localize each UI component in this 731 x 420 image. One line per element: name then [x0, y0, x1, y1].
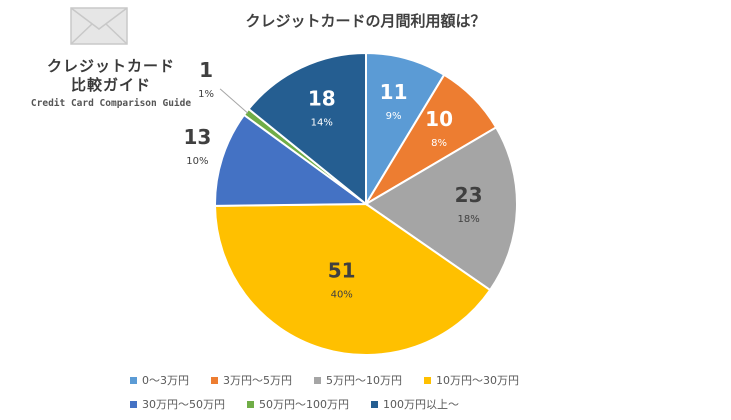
- legend-item-3-5man: 3万円～5万円: [211, 372, 292, 388]
- chart-title: クレジットカードの月間利用額は？: [245, 12, 486, 30]
- pie-slice-10-30man: [213, 202, 492, 356]
- legend-item-100man-plus: 100万円以上～: [371, 396, 459, 412]
- legend-label-5-10man: 5万円～10万円: [326, 374, 402, 387]
- site-logo: クレジットカード 比較ガイド Credit Card Comparison Gu…: [16, 57, 206, 109]
- legend-item-50-100man: 50万円～100万円: [247, 396, 349, 412]
- legend-swatch-3-5man: [211, 376, 218, 384]
- data-label-value-100man-plus: 18: [308, 86, 336, 110]
- legend-swatch-0-3man: [130, 376, 137, 384]
- legend-swatch-10-30man: [424, 376, 431, 384]
- legend-label-30-50man: 30万円～50万円: [142, 398, 225, 411]
- legend-swatch-50-100man: [247, 400, 254, 408]
- mail-logo-icon: [70, 7, 128, 45]
- data-label-value-5-10man: 23: [455, 183, 483, 207]
- data-label-percent-50-100man: 1%: [198, 89, 214, 100]
- data-label-percent-10-30man: 40%: [331, 289, 353, 300]
- legend-label-3-5man: 3万円～5万円: [223, 374, 292, 387]
- pie-chart: 11 9% 10 8% 23 18% 51 40% 13 10% 1 1% 18 14%: [183, 51, 518, 356]
- legend-label-0-3man: 0～3万円: [142, 374, 189, 387]
- data-label-value-0-3man: 11: [380, 80, 408, 104]
- leader-line-50-100man: [219, 88, 249, 114]
- logo-title: クレジットカード: [46, 57, 175, 75]
- data-label-percent-0-3man: 9%: [386, 111, 402, 122]
- data-label-percent-100man-plus: 14%: [311, 117, 333, 128]
- data-label-percent-30-50man: 10%: [186, 156, 208, 167]
- pie-slice-30-50man: [214, 113, 370, 207]
- legend-item-0-3man: 0～3万円: [130, 372, 189, 388]
- data-label-value-10-30man: 51: [328, 258, 356, 282]
- logo-subtitle: 比較ガイド: [70, 76, 151, 94]
- legend-item-5-10man: 5万円～10万円: [314, 372, 402, 388]
- legend-label-10-30man: 10万円～30万円: [436, 374, 519, 387]
- legend-label-100man-plus: 100万円以上～: [383, 398, 459, 411]
- pie-slice-100man-plus: [247, 51, 367, 207]
- legend-swatch-30-50man: [130, 400, 137, 408]
- chart-legend: 0～3万円 3万円～5万円 5万円～10万円 10万円～30万円 30万円～50万円 50…: [130, 372, 600, 420]
- legend-item-30-50man: 30万円～50万円: [130, 396, 225, 412]
- pie-slice-0-3man: [365, 51, 446, 208]
- legend-item-10-30man: 10万円～30万円: [424, 372, 519, 388]
- data-label-percent-5-10man: 18%: [457, 214, 479, 225]
- legend-swatch-5-10man: [314, 376, 321, 384]
- legend-label-50-100man: 50万円～100万円: [259, 398, 349, 411]
- logo-tagline: Credit Card Comparison Guide: [30, 98, 192, 109]
- data-label-value-50-100man: 1: [199, 58, 213, 82]
- data-label-value-30-50man: 13: [183, 125, 211, 149]
- data-label-value-3-5man: 10: [425, 107, 453, 131]
- data-label-percent-3-5man: 8%: [431, 138, 447, 149]
- legend-swatch-100man-plus: [371, 400, 378, 408]
- pie-slice-5-10man: [364, 126, 518, 292]
